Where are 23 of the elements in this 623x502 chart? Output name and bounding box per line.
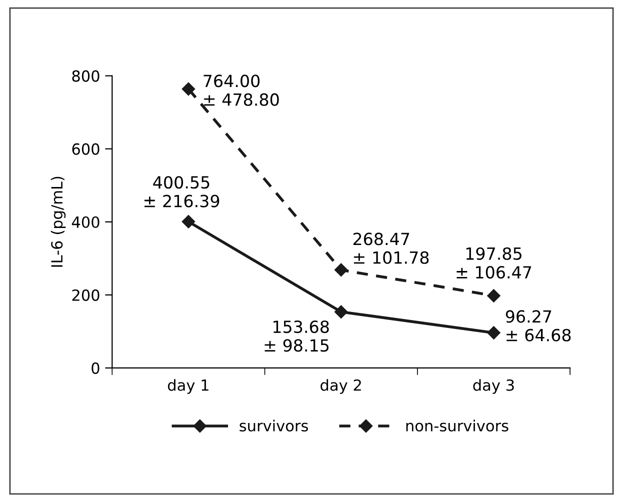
annotation: 153.68 ± 98.15 (264, 320, 329, 352)
y-tick-label: 0 (92, 362, 100, 374)
annotation: 400.55 ± 216.39 (144, 176, 220, 208)
point (182, 82, 196, 96)
legend-label: survivors (240, 420, 308, 432)
x-tick-label: day 3 (473, 379, 514, 394)
point (487, 326, 500, 340)
y-tick-label: 400 (72, 216, 100, 228)
point (487, 289, 500, 302)
y-tick-label: 800 (72, 70, 100, 82)
point (182, 215, 196, 228)
legend-label: non-survivors (406, 420, 508, 432)
point (334, 263, 348, 277)
annotation: 764.00 ± 478.80 (204, 74, 279, 106)
point (334, 305, 348, 318)
y-tick-label: 600 (72, 143, 100, 155)
x-tick-label: day 2 (320, 379, 361, 394)
x-tick-label: day 1 (168, 379, 208, 394)
annotation: 96.27 ± 64.68 (506, 310, 571, 342)
annotation: 197.85 ± 106.47 (456, 247, 532, 279)
y-axis-title: IL-6 (pg/mL) (50, 176, 66, 267)
annotation: 268.47 ± 101.78 (353, 232, 429, 264)
y-tick-label: 200 (72, 289, 100, 301)
